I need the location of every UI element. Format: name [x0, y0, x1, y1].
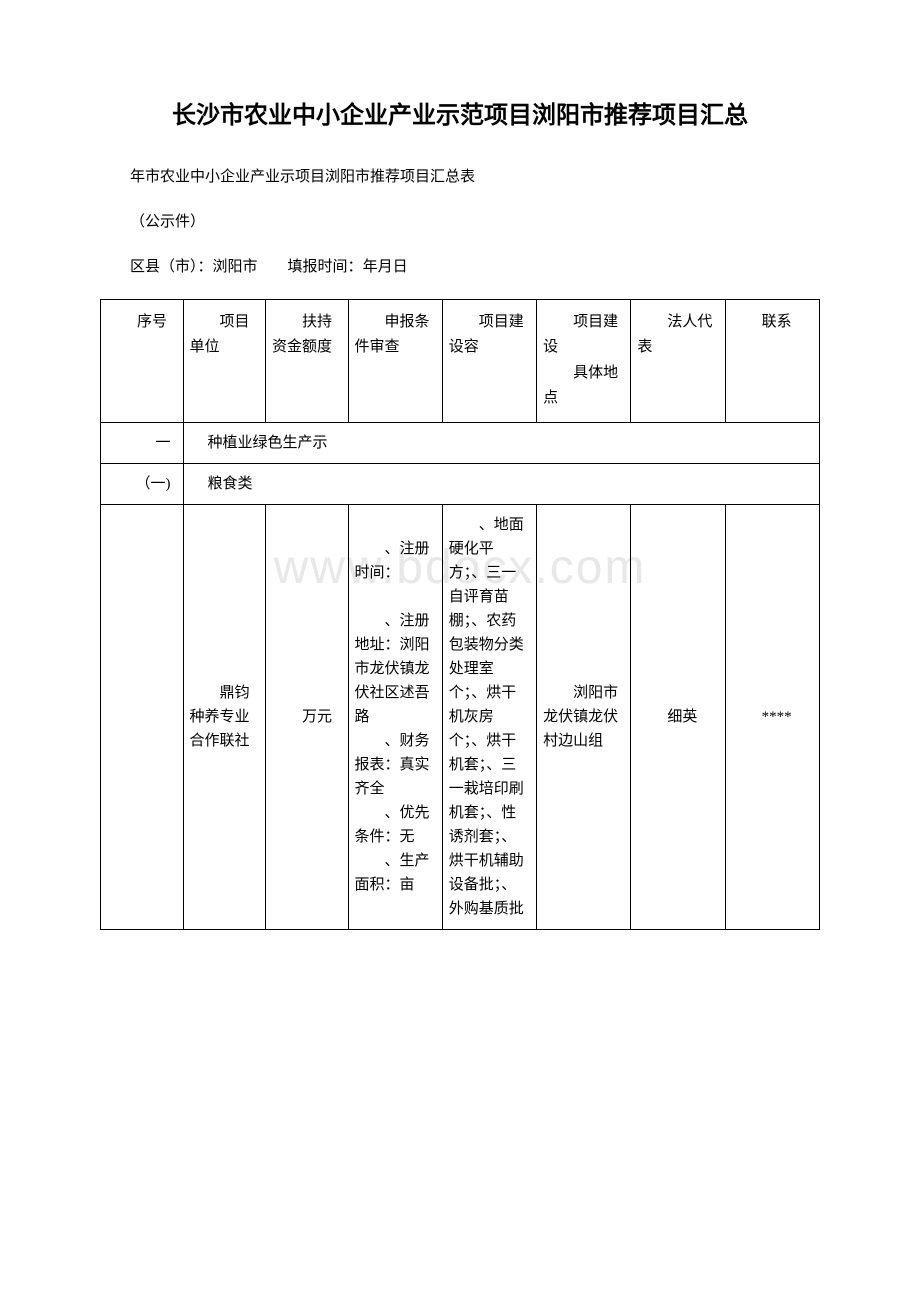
- document-content: 长沙市农业中小企业产业示范项目浏阳市推荐项目汇总 年市农业中小企业产业示项目浏阳…: [100, 100, 820, 930]
- header-conditions: 申报条件审查: [348, 299, 442, 422]
- section-label: 种植业绿色生产示: [183, 422, 820, 463]
- cell-amount: 万元: [266, 504, 349, 929]
- cell-location: 浏阳市龙伏镇龙伏村边山组: [537, 504, 631, 929]
- header-content: 项目建设容: [442, 299, 536, 422]
- district-label: 区县（市）：: [130, 259, 213, 275]
- page-title: 长沙市农业中小企业产业示范项目浏阳市推荐项目汇总: [100, 100, 820, 134]
- header-location: 项目建设 具体地点: [537, 299, 631, 422]
- filltime-label: 填报时间：: [288, 259, 363, 275]
- header-contact: 联系: [725, 299, 819, 422]
- cell-legalrep: 细英: [631, 504, 725, 929]
- header-unit: 项目单位: [183, 299, 266, 422]
- header-seq: 序号: [101, 299, 184, 422]
- district-value: 浏阳市: [213, 259, 258, 275]
- notice-text: （公示件）: [100, 209, 820, 236]
- subsection-row-1: （一) 粮食类: [101, 463, 820, 504]
- header-legalrep: 法人代表: [631, 299, 725, 422]
- subtitle-text: 年市农业中小企业产业示项目浏阳市推荐项目汇总表: [100, 164, 820, 191]
- header-amount: 扶持资金额度: [266, 299, 349, 422]
- subsection-num: （一): [101, 463, 184, 504]
- cell-contact: ****: [725, 504, 819, 929]
- cell-content: 、地面硬化平方；、三一自评育苗棚；、农药包装物分类处理室个；、烘干机灰房个；、烘…: [442, 504, 536, 929]
- cell-unit: 鼎钧种养专业合作联社: [183, 504, 266, 929]
- filltime-value: 年月日: [363, 259, 408, 275]
- table-row: 鼎钧种养专业合作联社 万元 、注册时间： 、注册地址：浏阳市龙伏镇龙伏社区述吾路…: [101, 504, 820, 929]
- section-row-1: 一 种植业绿色生产示: [101, 422, 820, 463]
- cell-conditions: 、注册时间： 、注册地址：浏阳市龙伏镇龙伏社区述吾路 、财务报表：真实齐全 、优…: [348, 504, 442, 929]
- section-num: 一: [101, 422, 184, 463]
- table-header-row: 序号 项目单位 扶持资金额度 申报条件审查 项目建设容 项目建设 具体地点 法人…: [101, 299, 820, 422]
- meta-line: 区县（市）：浏阳市 填报时间：年月日: [100, 254, 820, 281]
- cell-seq: [101, 504, 184, 929]
- projects-table: 序号 项目单位 扶持资金额度 申报条件审查 项目建设容 项目建设 具体地点 法人…: [100, 299, 820, 930]
- subsection-label: 粮食类: [183, 463, 820, 504]
